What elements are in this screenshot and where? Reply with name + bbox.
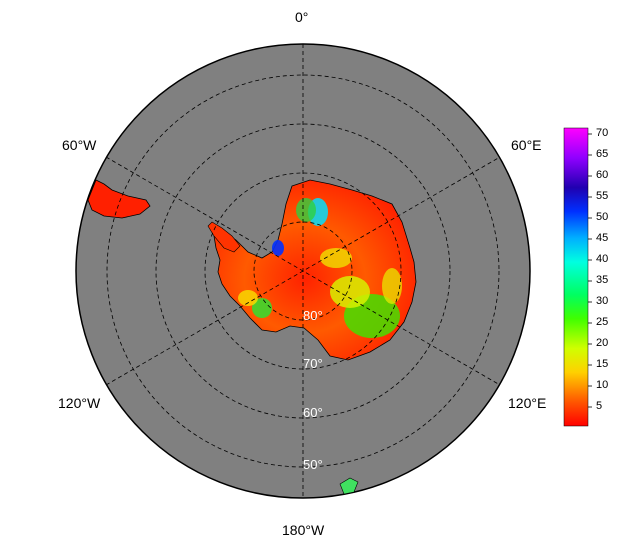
lon-label-120e: 120°E	[508, 395, 547, 411]
colorbar-tick-label: 30	[596, 295, 609, 307]
meridian-lines	[105, 44, 501, 498]
lon-label-180w: 180°W	[282, 522, 325, 538]
data-patch-green-3	[252, 298, 272, 318]
colorbar-tick-label: 5	[596, 400, 603, 412]
colorbar-tick-label: 35	[596, 274, 609, 286]
data-patch-yellow-3	[238, 290, 258, 306]
colorbar-tick-label: 40	[596, 253, 609, 265]
lat-label-70: 70°	[303, 356, 323, 371]
colorbar-ticks	[588, 133, 592, 408]
lat-label-60: 60°	[303, 405, 323, 420]
south-america-tip	[87, 179, 151, 219]
colorbar-tick-label: 60	[596, 169, 609, 181]
data-patch-green-2	[296, 198, 316, 222]
lat-label-80: 80°	[303, 308, 323, 323]
colorbar-tick-label: 55	[596, 190, 609, 202]
lon-label-60w: 60°W	[62, 137, 97, 153]
colorbar-tick-label: 50	[596, 211, 609, 223]
colorbar-tick-label: 10	[596, 379, 609, 391]
data-patch-blue	[272, 240, 284, 256]
colorbar	[563, 127, 589, 427]
data-patch-yellow	[330, 276, 370, 308]
colorbar-tick-label: 20	[596, 337, 609, 349]
colorbar-tick-label: 45	[596, 232, 609, 244]
data-patch-yellow-4	[382, 268, 402, 304]
colorbar-tick-label: 65	[596, 148, 609, 160]
colorbar-tick-label: 70	[596, 127, 609, 139]
data-patch-yellow-2	[320, 248, 352, 268]
lon-label-120w: 120°W	[58, 395, 101, 411]
colorbar-tick-label: 25	[596, 316, 609, 328]
colorbar-tick-label: 15	[596, 358, 609, 370]
latitude-circles	[106, 74, 500, 468]
lon-label-0: 0°	[295, 9, 309, 25]
antarctic-peninsula	[207, 221, 241, 253]
island-bottom	[339, 477, 359, 495]
lat-label-50: 50°	[303, 457, 323, 472]
lon-label-60e: 60°E	[511, 137, 542, 153]
